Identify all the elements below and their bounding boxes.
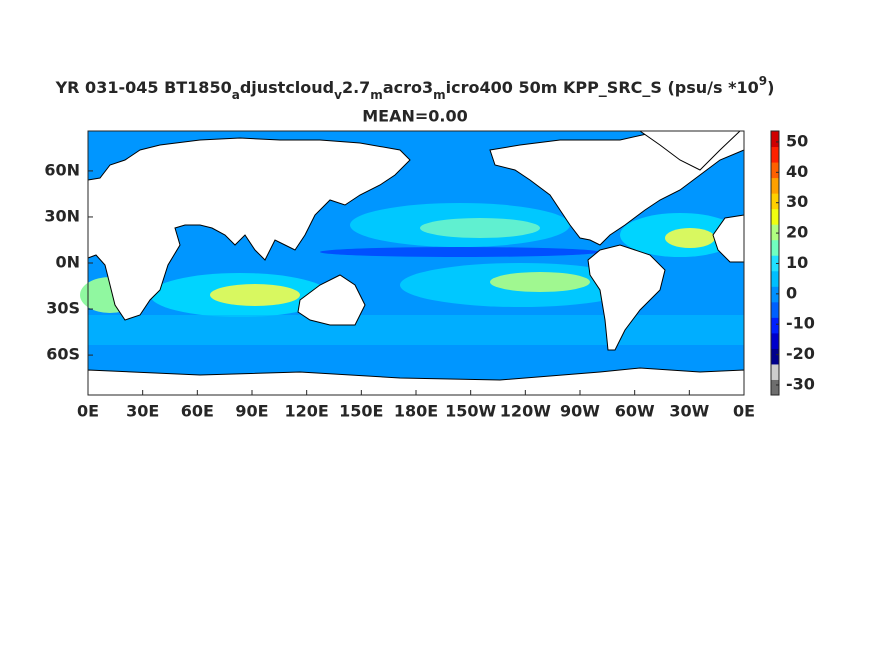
colorbar-band: [771, 131, 779, 148]
colorbar-band: [771, 301, 779, 318]
y-tick-label: 0N: [55, 253, 80, 272]
colorbar-band: [771, 162, 779, 179]
title-part: YR 031-045 BT1850: [55, 78, 232, 97]
y-tick-label: 30N: [44, 206, 80, 225]
colorbar-band: [771, 363, 779, 380]
title-part: icro400 50m KPP_SRC_S (psu/s *10: [446, 78, 759, 97]
title-part: m: [370, 88, 383, 102]
colorbar-band: [771, 146, 779, 163]
x-tick-label: 60W: [615, 402, 655, 421]
chart-title: YR 031-045 BT1850adjustcloudv2.7macro3mi…: [55, 74, 775, 102]
colorbar-tick-label: 20: [786, 223, 808, 242]
coastlines: [87, 130, 745, 396]
colorbar-band: [771, 286, 779, 303]
x-tick-label: 120E: [285, 402, 329, 421]
colorbar-tick-label: 10: [786, 253, 808, 272]
title-part: 9: [759, 74, 767, 88]
colorbar-band: [771, 177, 779, 194]
chart-subtitle: MEAN=0.00: [362, 107, 468, 126]
colorbar-tick-label: 50: [786, 131, 808, 150]
colorbar-band: [771, 379, 779, 396]
x-tick-label: 150E: [339, 402, 383, 421]
colorbar-band: [771, 239, 779, 256]
y-tick-label: 30S: [46, 299, 80, 318]
colorbar-band: [771, 224, 779, 241]
colorbar-tick-label: -10: [786, 314, 815, 333]
title-part: acro3: [383, 78, 433, 97]
x-tick-label: 30E: [126, 402, 159, 421]
colorbar-band: [771, 193, 779, 210]
title-part: ): [767, 78, 774, 97]
title-part: 2.7: [342, 78, 370, 97]
colorbar-band: [771, 255, 779, 272]
x-tick-label: 150W: [445, 402, 496, 421]
x-tick-label: 60E: [181, 402, 214, 421]
x-tick-label: 180E: [394, 402, 438, 421]
x-tick-label: 0E: [77, 402, 99, 421]
title-part: v: [334, 88, 342, 102]
colorbar-tick-label: 30: [786, 192, 808, 211]
x-tick-label: 30W: [669, 402, 709, 421]
colorbar-band: [771, 317, 779, 334]
colorbar-band: [771, 270, 779, 287]
title-part: m: [433, 88, 446, 102]
colorbar-tick-label: -30: [786, 374, 815, 393]
title-part: djustcloud: [240, 78, 334, 97]
y-tick-label: 60N: [44, 160, 80, 179]
x-tick-label: 120W: [500, 402, 551, 421]
colorbar-band: [771, 332, 779, 349]
x-tick-label: 0E: [733, 402, 755, 421]
colorbar-tick-label: 40: [786, 162, 808, 181]
colorbar-tick-label: -20: [786, 344, 815, 363]
x-tick-label: 90W: [560, 402, 600, 421]
colorbar-band: [771, 348, 779, 365]
title-part: a: [232, 88, 240, 102]
y-tick-label: 60S: [46, 345, 80, 364]
colorbar-band: [771, 208, 779, 225]
x-tick-label: 90E: [235, 402, 268, 421]
colorbar-tick-label: 0: [786, 283, 797, 302]
